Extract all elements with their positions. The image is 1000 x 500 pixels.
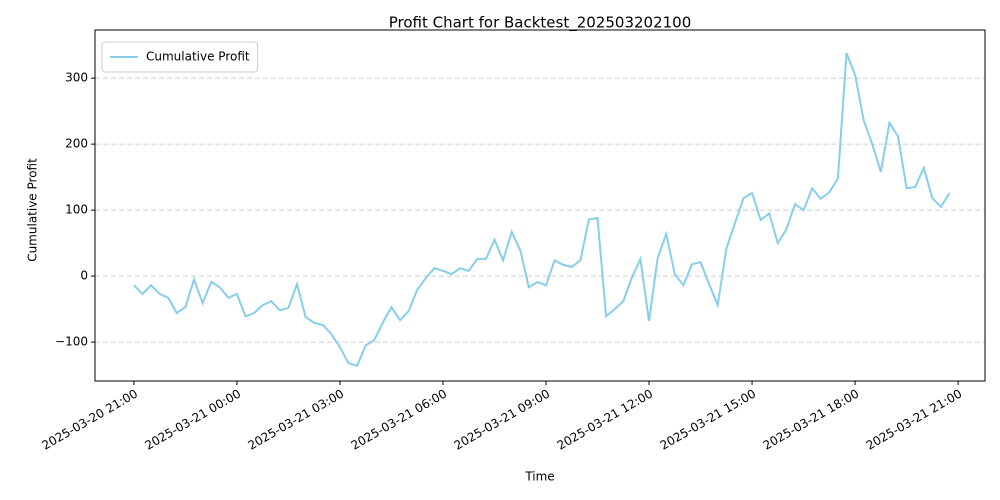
plot-frame [94, 29, 986, 382]
y-tick-label: −100 [55, 335, 88, 349]
legend-box [101, 41, 259, 73]
legend-label: Cumulative Profit [146, 50, 250, 64]
y-tick-label: 300 [65, 71, 88, 85]
x-tick-label: 2025-03-21 03:00 [246, 387, 347, 453]
x-tick-label: 2025-03-21 09:00 [452, 387, 553, 453]
y-tick-label: 0 [80, 269, 88, 283]
x-tick-label: 2025-03-21 21:00 [864, 387, 965, 453]
y-axis-label: Cumulative Profit [26, 158, 40, 262]
chart-title: Profit Chart for Backtest_202503202100 [389, 14, 692, 33]
x-tick-label: 2025-03-20 21:00 [40, 387, 141, 453]
line [133, 52, 951, 368]
x-tick-label: 2025-03-21 06:00 [349, 387, 450, 453]
y-tick-label: 200 [65, 137, 88, 151]
x-tick-label: 2025-03-21 15:00 [658, 387, 759, 453]
y-tick-label: 100 [65, 203, 88, 217]
legend: Cumulative Profit [101, 41, 259, 73]
x-tick-label: 2025-03-21 18:00 [761, 387, 862, 453]
x-axis-label: Time [524, 470, 554, 484]
x-tick-label: 2025-03-21 00:00 [143, 387, 244, 453]
x-tick-label: 2025-03-21 12:00 [555, 387, 656, 453]
